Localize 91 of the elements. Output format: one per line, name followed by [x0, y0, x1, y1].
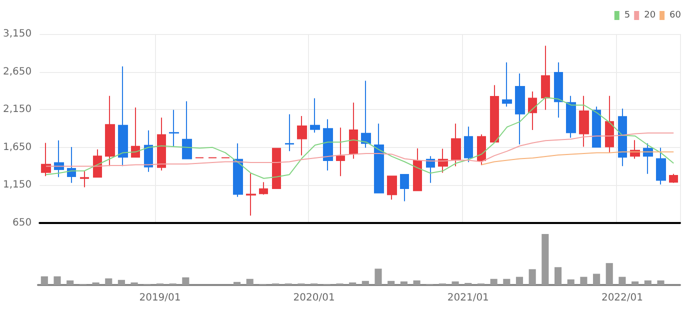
- bar: [657, 280, 664, 285]
- bar: [490, 278, 498, 285]
- bar: [349, 282, 356, 285]
- candlestick: [618, 108, 627, 167]
- bar: [554, 267, 562, 285]
- bar: [618, 276, 626, 285]
- line-series: [46, 97, 674, 179]
- candlestick: [515, 72, 525, 145]
- candlestick: [118, 66, 128, 167]
- bar: [413, 280, 420, 285]
- x-tick-label: 2020/01: [293, 292, 335, 304]
- y-tick-label: 2,150: [2, 104, 32, 116]
- legend-label: 60: [670, 10, 682, 20]
- candlestick: [451, 123, 461, 167]
- candlestick: [93, 148, 102, 178]
- legend-label: 20: [644, 10, 656, 20]
- candlestick: [246, 172, 256, 216]
- legend-label: 5: [624, 10, 630, 20]
- y-tick-label: 1,650: [2, 142, 32, 153]
- candlestick: [592, 106, 601, 148]
- candlestick: [669, 173, 678, 184]
- candlestick: [67, 146, 76, 184]
- candlestick: [387, 175, 397, 200]
- candlestick: [541, 45, 550, 110]
- bar: [118, 280, 125, 285]
- candlestick: [477, 134, 486, 166]
- bar: [400, 281, 408, 285]
- bar: [452, 281, 459, 285]
- candlestick: [502, 62, 512, 108]
- bar: [644, 280, 652, 285]
- candlestick: [131, 107, 140, 158]
- bar: [105, 278, 112, 285]
- bar: [567, 279, 574, 285]
- bar: [528, 269, 536, 285]
- y-tick-label: 3,150: [2, 28, 32, 40]
- candlestick: [413, 148, 422, 192]
- candlestick: [579, 95, 589, 148]
- bar: [516, 276, 524, 285]
- candlestick: [464, 126, 473, 163]
- candlestick: [297, 115, 307, 156]
- bar: [580, 276, 588, 285]
- bar: [130, 282, 138, 285]
- bar: [246, 278, 254, 285]
- bar: [606, 263, 613, 285]
- candlestick: [566, 95, 576, 138]
- bar: [182, 277, 190, 285]
- candlestick: [361, 80, 371, 148]
- candlestick: [285, 114, 294, 152]
- bar: [40, 276, 48, 285]
- candlestick: [490, 84, 499, 143]
- candlestick: [400, 174, 409, 202]
- bar: [374, 268, 382, 285]
- candlestick: [105, 95, 115, 167]
- y-tick-label: 1,150: [2, 180, 32, 191]
- candlestick: [605, 95, 614, 154]
- bar: [503, 278, 510, 285]
- candlestick: [656, 147, 666, 186]
- candlestick: [144, 130, 153, 172]
- candlestick: [336, 127, 345, 177]
- x-tick-label: 2019/01: [139, 292, 181, 304]
- bar: [542, 234, 549, 285]
- candlestick: [54, 140, 64, 178]
- candlestick: [272, 148, 281, 190]
- y-tick-label: 650: [12, 218, 32, 228]
- candlestick: [182, 100, 192, 160]
- bar: [54, 276, 61, 285]
- bar: [593, 274, 600, 285]
- y-tick-label: 2,650: [2, 66, 32, 78]
- bar: [92, 282, 100, 285]
- candlestick: [169, 109, 179, 148]
- candlestick: [310, 98, 320, 134]
- bar: [233, 282, 241, 285]
- candlestick: [426, 156, 435, 184]
- bar: [66, 280, 74, 285]
- bar: [362, 280, 369, 285]
- candlestick: [259, 182, 268, 196]
- candlestick: [528, 91, 537, 131]
- bar: [632, 281, 639, 285]
- candlestick: [554, 62, 563, 118]
- candlestick: [349, 102, 358, 160]
- candlestick: [374, 123, 384, 194]
- bar: [388, 280, 395, 285]
- x-tick-label: 2021/01: [447, 292, 489, 304]
- x-tick-label: 2022/01: [601, 292, 643, 304]
- candlestick: [41, 142, 51, 177]
- candlestick: [323, 118, 333, 171]
- candlestick: [80, 170, 89, 188]
- candlestick: [157, 117, 166, 171]
- candlestick: [233, 142, 243, 198]
- line-series: [46, 132, 674, 167]
- line-series: [480, 151, 674, 166]
